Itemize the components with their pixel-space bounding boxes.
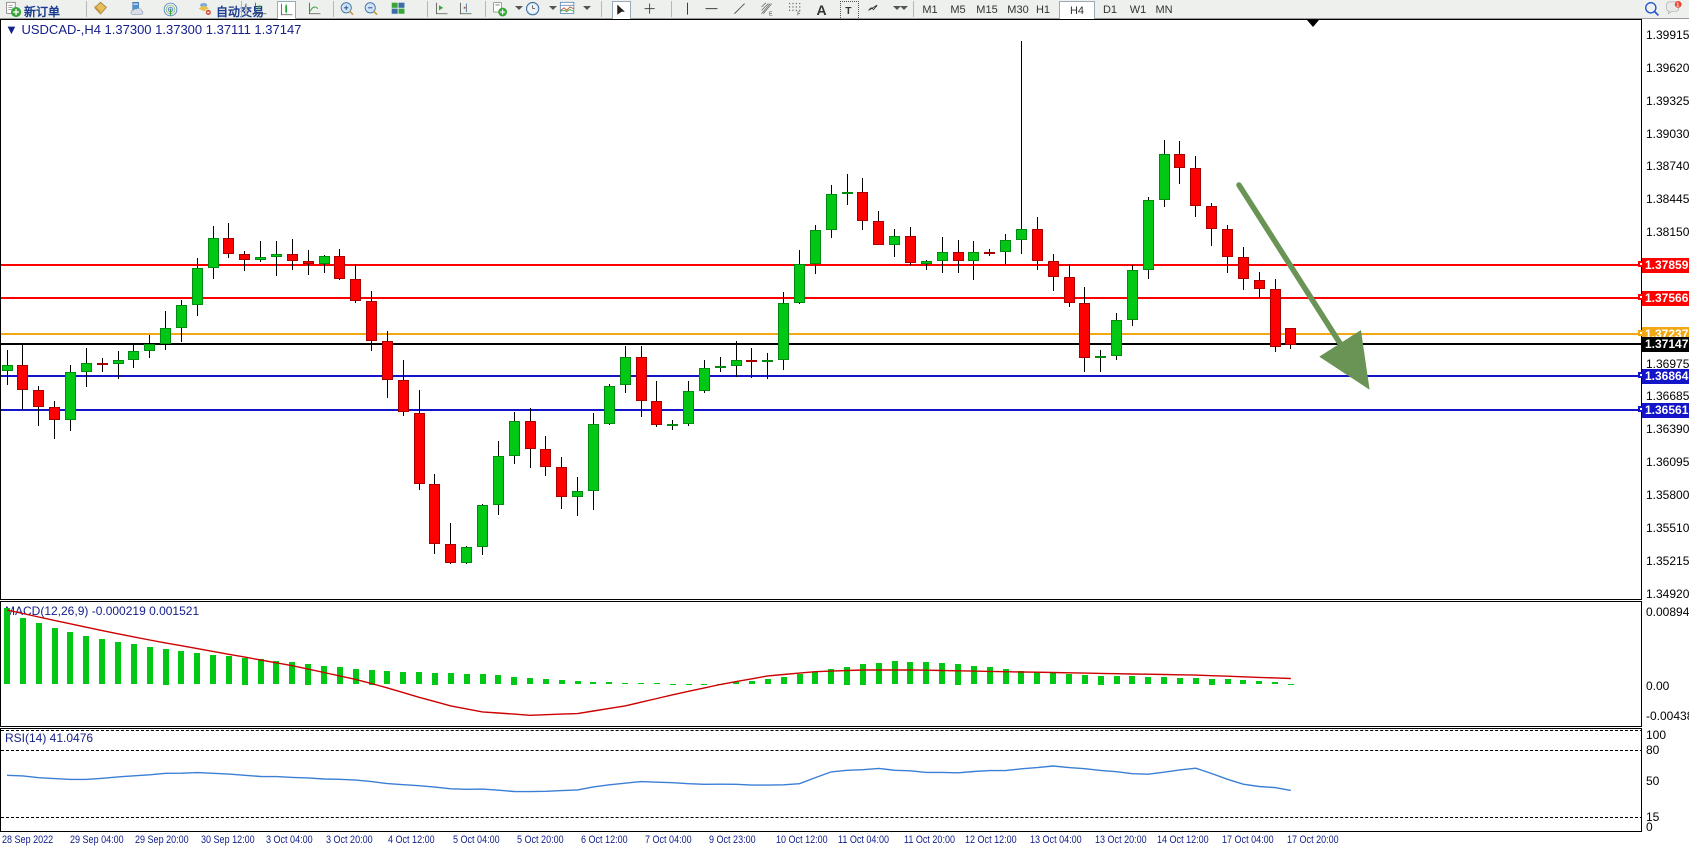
svg-text:E: E xyxy=(769,11,773,17)
svg-text:T: T xyxy=(845,6,852,17)
svg-text:F: F xyxy=(797,11,800,17)
svg-text:1: 1 xyxy=(1676,3,1679,9)
